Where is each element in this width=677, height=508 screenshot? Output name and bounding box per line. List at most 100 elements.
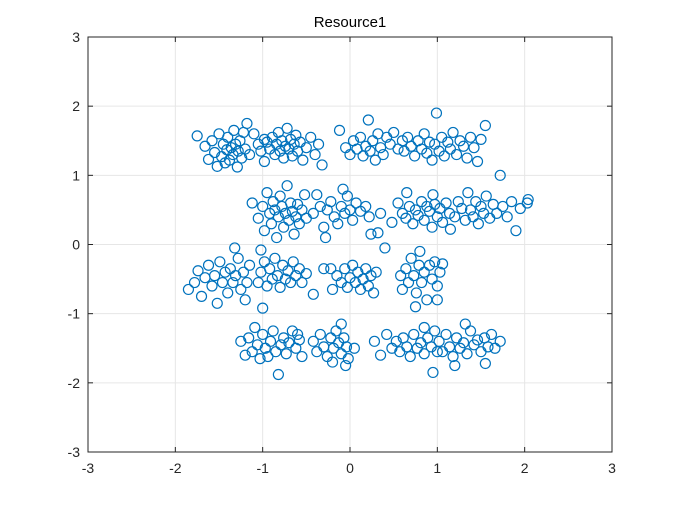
data-point [430, 107, 443, 119]
data-point [442, 136, 454, 148]
data-point [319, 231, 332, 244]
data-point [264, 335, 277, 347]
data-point [360, 200, 372, 213]
data-point [276, 135, 288, 147]
data-point [347, 214, 359, 226]
data-point [379, 242, 391, 254]
data-point [300, 142, 312, 154]
data-point [235, 283, 247, 296]
data-point [296, 276, 308, 289]
data-point [452, 196, 464, 208]
data-point [275, 339, 287, 351]
data-point [449, 211, 461, 223]
data-point [280, 348, 292, 360]
data-point [232, 145, 244, 157]
axis-ticks: -3 -2 -1 0 1 2 3 -3 -2 -1 0 1 2 3 [68, 29, 617, 476]
data-point [269, 252, 281, 264]
data-point [195, 290, 208, 302]
data-point [278, 152, 290, 164]
data-point [191, 130, 203, 142]
data-point [211, 297, 223, 309]
data-point [340, 341, 353, 353]
data-point [246, 197, 258, 209]
data-point [408, 328, 420, 341]
data-point [341, 190, 353, 202]
data-point [369, 154, 381, 166]
data-point [309, 148, 321, 161]
data-point [377, 148, 389, 161]
data-point [461, 348, 473, 360]
data-point [365, 228, 377, 240]
data-point [416, 276, 428, 289]
data-point [471, 334, 484, 346]
data-point [241, 276, 253, 289]
data-point [325, 196, 337, 208]
data-point [340, 359, 352, 372]
data-point [409, 301, 422, 313]
data-point [298, 189, 311, 201]
x-tick-label: -1 [256, 460, 269, 476]
data-point [287, 256, 299, 268]
data-point [258, 225, 271, 237]
data-point [332, 218, 344, 230]
data-point [514, 202, 526, 215]
data-point [333, 124, 346, 136]
data-point [254, 353, 266, 365]
data-point [182, 283, 195, 296]
y-tick-label: 3 [72, 29, 80, 45]
data-point [471, 155, 484, 168]
data-point [344, 148, 356, 161]
data-point [223, 154, 236, 166]
data-point [409, 204, 422, 216]
data-point [468, 142, 480, 154]
data-point [255, 145, 267, 157]
data-point [265, 218, 277, 230]
data-point [188, 276, 201, 289]
data-point [326, 356, 339, 368]
data-point [274, 190, 286, 202]
data-point [447, 126, 459, 139]
data-point [480, 190, 492, 202]
data-point [274, 281, 286, 293]
data-point [258, 133, 271, 145]
data-point [494, 335, 506, 347]
y-tick-label: 2 [72, 98, 80, 114]
data-point [229, 242, 241, 254]
data-point [255, 244, 267, 256]
data-point [456, 202, 468, 215]
data-point [258, 155, 271, 168]
data-point [479, 357, 491, 370]
y-tick-label: -2 [68, 375, 81, 391]
data-point [293, 218, 305, 230]
data-point [418, 348, 430, 360]
data-point [326, 283, 339, 296]
data-point [348, 342, 360, 354]
data-point [475, 133, 487, 145]
data-point [374, 142, 387, 154]
data-point [401, 187, 413, 199]
data-point [381, 328, 393, 341]
data-point [202, 259, 215, 271]
y-tick-label: 0 [72, 237, 80, 253]
data-point [494, 169, 506, 181]
y-tick-label: 1 [72, 167, 80, 183]
data-point [400, 263, 412, 275]
data-point [426, 154, 438, 166]
data-point [457, 337, 470, 349]
data-point [464, 131, 477, 143]
data-point [288, 228, 300, 240]
data-point [408, 270, 420, 282]
data-point [405, 140, 417, 152]
data-point [409, 150, 421, 162]
data-point [281, 180, 293, 192]
data-point [264, 263, 276, 275]
data-point [311, 189, 323, 201]
data-point [390, 335, 402, 347]
data-point [459, 318, 471, 330]
data-point [257, 328, 269, 341]
data-point [418, 321, 430, 334]
data-point [462, 187, 474, 199]
data-point [436, 216, 449, 228]
data-point [367, 287, 380, 299]
data-point [272, 368, 284, 381]
